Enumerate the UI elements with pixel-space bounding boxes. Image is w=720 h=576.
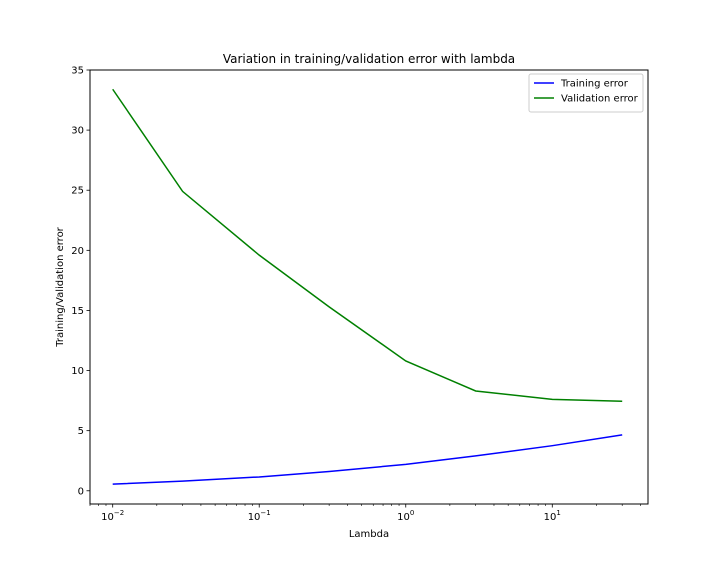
y-tick-label: 35 bbox=[71, 66, 84, 77]
ticks: 0 5 10 15 20 25 30 35 10−2 10−1 100 101 bbox=[71, 66, 641, 523]
legend-entry-label: Validation error bbox=[561, 94, 639, 105]
legend-entry-label: Training error bbox=[560, 79, 629, 90]
y-tick-label: 20 bbox=[71, 246, 84, 257]
legend: Training error Validation error bbox=[528, 73, 644, 113]
series-line-training-error bbox=[112, 434, 623, 485]
x-tick-label: 10−1 bbox=[248, 509, 271, 523]
y-tick-label: 15 bbox=[71, 306, 84, 317]
plot-lines bbox=[112, 88, 623, 485]
chart-title: Variation in training/validation error w… bbox=[223, 52, 515, 66]
y-tick-label: 0 bbox=[78, 486, 84, 497]
y-axis-label: Training/Validation error bbox=[55, 226, 66, 347]
x-tick-label: 101 bbox=[544, 509, 561, 523]
x-tick-label: 100 bbox=[397, 509, 414, 523]
y-tick-label: 30 bbox=[71, 126, 84, 137]
plot-frame bbox=[89, 69, 649, 505]
x-tick-label: 10−2 bbox=[101, 509, 124, 523]
x-axis-label: Lambda bbox=[349, 529, 389, 540]
legend-box bbox=[528, 73, 644, 113]
y-tick-label: 10 bbox=[71, 366, 84, 377]
y-tick-label: 5 bbox=[78, 426, 84, 437]
y-tick-label: 25 bbox=[71, 186, 84, 197]
series-line-validation-error bbox=[112, 88, 623, 402]
